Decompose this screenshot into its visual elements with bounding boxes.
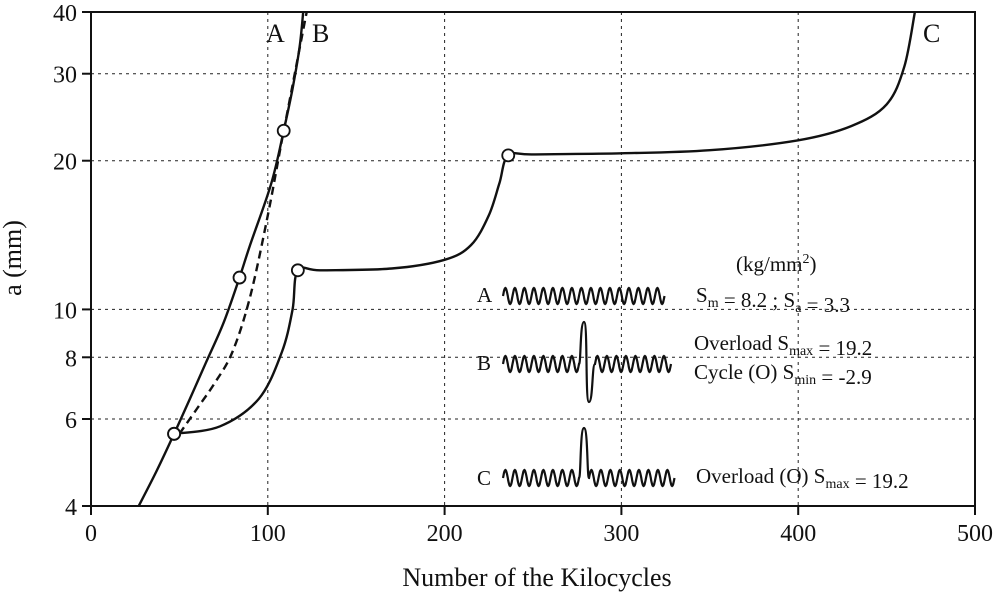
legend-text-a: Sm = 8.2 ; Sa = 3.3 <box>696 283 850 317</box>
x-axis-title: Number of the Kilocycles <box>402 563 671 592</box>
x-tick-label: 0 <box>85 521 97 547</box>
x-tick-label: 300 <box>603 521 639 547</box>
curve-label-b: B <box>312 19 329 48</box>
curve-b <box>137 11 305 507</box>
grid-lines <box>91 12 975 506</box>
curve-label-c: C <box>923 19 940 48</box>
curve-a <box>178 11 308 435</box>
legend-text-c: Overload (O) Smax = 19.2 <box>696 464 909 493</box>
overload-marker <box>167 426 181 441</box>
loading-legend: (kg/mm2) A Sm = 8.2 ; Sa = 3.3 B Overloa… <box>477 252 909 493</box>
x-tick-label: 400 <box>780 521 816 547</box>
legend-waveform-b <box>501 320 673 404</box>
y-tick-label: 30 <box>53 63 77 89</box>
overload-marker <box>276 123 291 138</box>
legend-units: (kg/mm2) <box>736 252 817 276</box>
overload-markers <box>167 123 516 441</box>
y-tick-label: 4 <box>65 495 77 521</box>
y-tick-label: 20 <box>53 150 77 176</box>
legend-text-b-line1: Overload Smax = 19.2 <box>694 331 872 360</box>
curve-c <box>173 11 917 435</box>
axis-ticks: 0 100 200 300 400 500 4 6 8 10 20 30 40 <box>53 1 993 547</box>
plot-frame <box>90 11 976 507</box>
legend-waveform-c <box>501 426 676 488</box>
curve-label-a: A <box>266 19 285 48</box>
y-axis-title: a (mm) <box>0 220 27 296</box>
y-tick-label: 10 <box>53 298 77 324</box>
y-tick-label: 8 <box>65 346 77 372</box>
x-tick-label: 200 <box>427 521 463 547</box>
overload-marker <box>290 263 305 278</box>
overload-marker <box>232 270 247 285</box>
overload-marker <box>501 148 516 163</box>
legend-label-b: B <box>477 351 491 375</box>
legend-text-b-line2: Cycle (O) Smin = -2.9 <box>694 360 872 389</box>
y-tick-label: 6 <box>65 408 77 434</box>
legend-label-a: A <box>477 283 493 307</box>
legend-waveform-a <box>501 286 666 306</box>
x-tick-label: 500 <box>957 521 993 547</box>
legend-label-c: C <box>477 466 491 490</box>
x-tick-label: 100 <box>250 521 286 547</box>
y-tick-label: 40 <box>53 1 77 27</box>
